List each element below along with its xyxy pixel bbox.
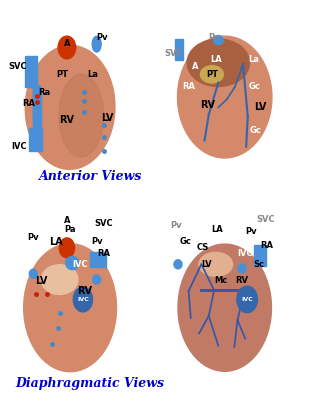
Bar (25, 56, 37, 87)
Text: Pv: Pv (27, 233, 39, 242)
Text: RV: RV (77, 286, 92, 296)
Text: LA: LA (210, 55, 222, 64)
Ellipse shape (200, 66, 223, 83)
Text: IVC: IVC (77, 297, 89, 302)
Bar (29, 128, 42, 151)
Ellipse shape (59, 238, 74, 258)
Text: RA: RA (22, 99, 35, 108)
Text: Sc: Sc (254, 260, 264, 269)
Text: IVC: IVC (11, 142, 27, 151)
Ellipse shape (24, 244, 117, 372)
Text: RV: RV (59, 115, 74, 125)
Ellipse shape (59, 74, 104, 157)
Text: Pv: Pv (96, 33, 108, 42)
Text: LA: LA (212, 225, 223, 234)
Text: Pv: Pv (170, 221, 182, 230)
Ellipse shape (66, 256, 79, 270)
Text: SVC: SVC (256, 215, 275, 224)
Ellipse shape (41, 265, 78, 294)
Text: SVC: SVC (94, 218, 113, 228)
Text: A: A (64, 216, 70, 225)
Bar (90, 252, 106, 267)
Text: LA: LA (49, 237, 63, 247)
Text: LV: LV (101, 113, 113, 123)
Ellipse shape (58, 36, 76, 59)
Ellipse shape (213, 36, 223, 45)
Text: Pv: Pv (208, 33, 220, 42)
Text: CS: CS (197, 243, 209, 252)
Ellipse shape (187, 39, 250, 87)
Ellipse shape (177, 36, 272, 158)
Bar (175, 39, 183, 60)
Text: LV: LV (35, 276, 47, 286)
Text: Gc: Gc (248, 82, 260, 91)
Bar (254, 245, 266, 266)
Text: La: La (249, 55, 260, 64)
Ellipse shape (25, 45, 115, 169)
Text: IVC: IVC (237, 249, 252, 259)
Text: Pv: Pv (91, 237, 103, 246)
Ellipse shape (174, 260, 182, 269)
Text: RA: RA (97, 249, 110, 259)
Circle shape (237, 286, 258, 313)
Text: SVC: SVC (165, 49, 183, 58)
Text: Mc: Mc (214, 276, 227, 285)
Circle shape (73, 287, 92, 312)
Text: PT: PT (56, 70, 68, 79)
Ellipse shape (93, 275, 101, 284)
Ellipse shape (92, 36, 101, 52)
Text: RA: RA (260, 241, 273, 250)
Text: SVC: SVC (8, 62, 26, 71)
Text: IVC: IVC (241, 297, 253, 302)
Ellipse shape (238, 264, 246, 273)
Text: Gc: Gc (250, 126, 262, 135)
Text: LV: LV (255, 102, 267, 112)
Text: RV: RV (235, 276, 248, 285)
Ellipse shape (199, 252, 233, 276)
Ellipse shape (29, 269, 37, 278)
Text: Ra: Ra (38, 88, 51, 97)
Text: Gc: Gc (179, 237, 191, 246)
Text: A: A (192, 62, 198, 71)
Text: Pa: Pa (64, 225, 76, 234)
Text: LV: LV (201, 260, 212, 269)
Text: RV: RV (200, 100, 215, 110)
Ellipse shape (178, 244, 271, 371)
Text: Pv: Pv (245, 227, 257, 236)
Text: IVC: IVC (72, 260, 87, 269)
Text: Diaphragmatic Views: Diaphragmatic Views (16, 377, 165, 390)
Text: PT: PT (207, 70, 218, 79)
Text: Anterior Views: Anterior Views (39, 170, 142, 183)
Text: A: A (64, 39, 70, 48)
Text: La: La (87, 70, 98, 79)
Text: RA: RA (182, 82, 195, 91)
